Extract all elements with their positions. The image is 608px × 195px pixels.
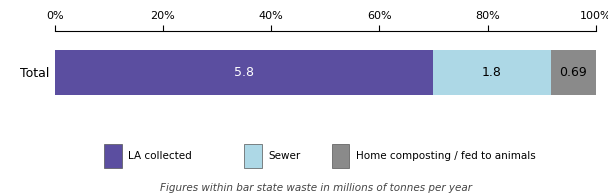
FancyBboxPatch shape bbox=[332, 144, 350, 168]
Text: 1.8: 1.8 bbox=[482, 66, 502, 79]
Text: 5.8: 5.8 bbox=[234, 66, 254, 79]
Text: Home composting / fed to animals: Home composting / fed to animals bbox=[356, 151, 536, 161]
FancyBboxPatch shape bbox=[105, 144, 122, 168]
Text: 0.69: 0.69 bbox=[559, 66, 587, 79]
Bar bbox=[551, 50, 596, 95]
Bar bbox=[55, 50, 434, 95]
Text: LA collected: LA collected bbox=[128, 151, 192, 161]
Bar bbox=[434, 50, 551, 95]
FancyBboxPatch shape bbox=[244, 144, 262, 168]
Text: Figures within bar state waste in millions of tonnes per year: Figures within bar state waste in millio… bbox=[160, 183, 472, 193]
Text: Sewer: Sewer bbox=[269, 151, 301, 161]
